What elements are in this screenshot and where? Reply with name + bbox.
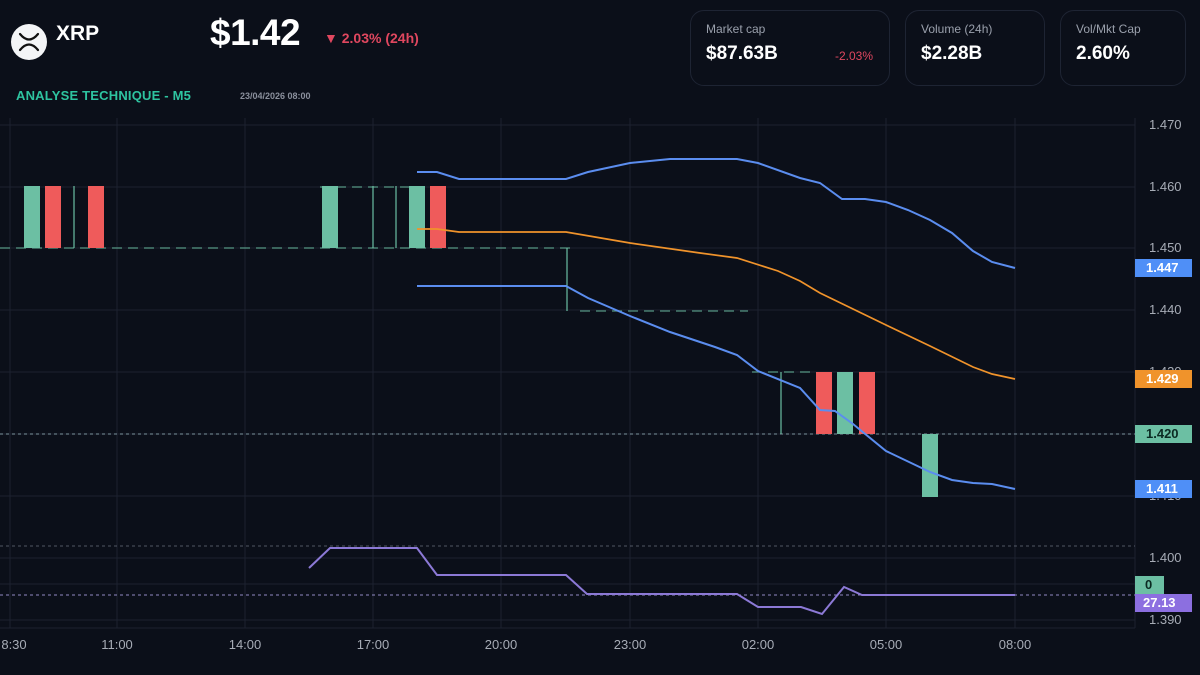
header: XRP $1.42 ▼ 2.03% (24h) ANALYSE TECHNIQU… [0, 0, 1200, 110]
stat-label: Volume (24h) [921, 22, 993, 36]
price-change: ▼ 2.03% (24h) [324, 30, 419, 46]
x-tick-1700: 17:00 [356, 637, 390, 652]
x-tick-0500: 05:00 [869, 637, 903, 652]
stat-card-vol-mkt-cap: Vol/Mkt Cap 2.60% [1060, 10, 1186, 86]
oscillator-zero-badge: 0 [1135, 576, 1164, 594]
y-tick-1440: 1.440 [1149, 302, 1182, 317]
x-tick-2000: 20:00 [484, 637, 518, 652]
oscillator-value-badge: 27.13 [1135, 594, 1192, 612]
stat-value: 2.60% [1076, 43, 1130, 64]
x-tick-1100: 11:00 [101, 637, 133, 652]
stat-label: Vol/Mkt Cap [1076, 22, 1141, 36]
middle-band-badge: 1.429 [1135, 370, 1192, 388]
oscillator-line [308, 547, 1015, 616]
x-tick-0830: 8:30 [1, 637, 27, 652]
price-chart[interactable] [0, 110, 1200, 675]
timestamp: 23/04/2026 08:00 [240, 91, 311, 101]
x-tick-0800: 08:00 [998, 637, 1032, 652]
stat-card-market-cap: Market cap $87.63B -2.03% [690, 10, 890, 86]
candles [24, 186, 938, 497]
y-tick-1390: 1.390 [1149, 612, 1182, 627]
middle-band-line [417, 228, 1016, 380]
last-price-badge: 1.420 [1135, 425, 1192, 443]
stat-change: -2.03% [834, 49, 873, 63]
stat-card-volume: Volume (24h) $2.28B [905, 10, 1045, 86]
y-tick-1400: 1.400 [1149, 550, 1182, 565]
y-tick-1450: 1.450 [1149, 240, 1182, 255]
lower-band-line [417, 285, 1016, 490]
y-tick-1470: 1.470 [1149, 117, 1182, 132]
upper-band-badge: 1.447 [1135, 259, 1192, 277]
current-price: $1.42 [210, 12, 301, 53]
stat-value: $87.63B [706, 43, 778, 64]
grid [0, 118, 1136, 629]
x-tick-1400: 14:00 [228, 637, 262, 652]
upper-band-line [417, 158, 1016, 269]
asset-symbol: XRP [56, 22, 100, 45]
stat-label: Market cap [706, 22, 766, 36]
stat-value: $2.28B [921, 43, 983, 64]
y-tick-1460: 1.460 [1149, 179, 1182, 194]
lower-band-badge: 1.411 [1135, 480, 1192, 498]
x-tick-0200: 02:00 [741, 637, 775, 652]
section-title: ANALYSE TECHNIQUE - M5 [16, 88, 192, 103]
xrp-logo-icon [11, 24, 47, 60]
x-tick-2300: 23:00 [613, 637, 647, 652]
